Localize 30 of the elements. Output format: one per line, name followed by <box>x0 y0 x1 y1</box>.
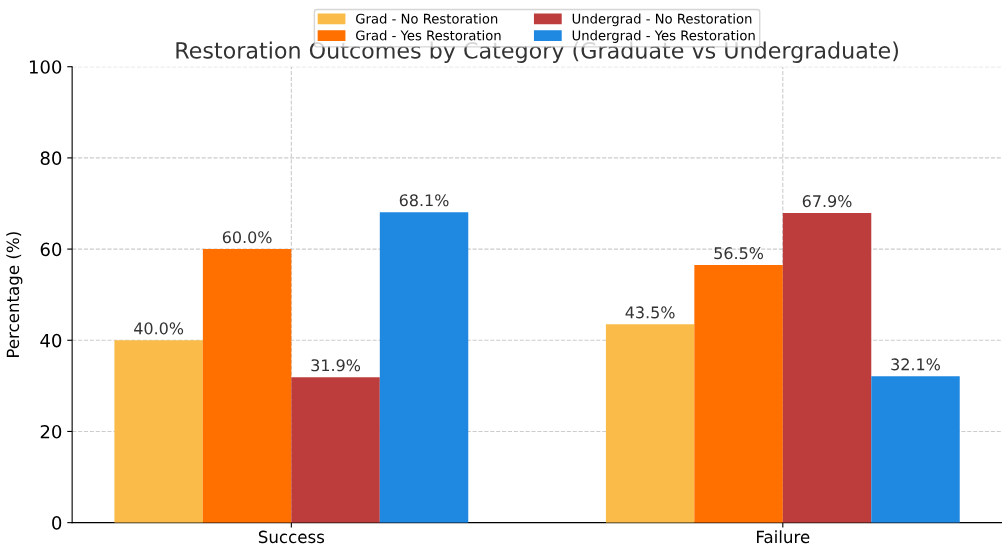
legend-label: Grad - No Restoration <box>356 13 498 24</box>
data-label: 43.5% <box>625 306 675 319</box>
bar <box>114 340 203 523</box>
data-label: 56.5% <box>714 247 764 260</box>
bar <box>871 376 960 523</box>
legend-label: Undergrad - No Restoration <box>572 13 752 27</box>
chart-title: Restoration Outcomes by Category (Graduate vs Undergraduate) <box>176 41 898 64</box>
y-tick-label: 80 <box>40 151 62 166</box>
bar <box>291 377 380 523</box>
data-label: 32.1% <box>891 358 940 371</box>
x-tick-label: Success <box>258 530 325 544</box>
bar <box>605 324 695 523</box>
legend-label: Grad - Yes Restoration <box>356 30 501 41</box>
x-tick-label: Failure <box>757 530 810 544</box>
y-tick-label: 20 <box>40 424 62 439</box>
bar <box>694 265 783 523</box>
y-tick-label: 60 <box>40 242 62 257</box>
y-tick-label: 40 <box>40 333 62 348</box>
y-axis-title: Percentage (%) <box>6 232 23 357</box>
y-tick-label: 100 <box>29 60 62 74</box>
data-label: 68.1% <box>399 194 449 207</box>
bar <box>782 213 872 523</box>
bar <box>202 249 292 523</box>
y-tick-label: 0 <box>52 516 62 530</box>
bar <box>379 212 469 523</box>
data-label: 60.0% <box>222 231 272 244</box>
data-label: 31.9% <box>311 359 361 372</box>
data-label: 40.0% <box>134 322 184 335</box>
data-label: 67.9% <box>802 195 852 208</box>
legend-label: Undergrad - Yes Restoration <box>572 30 755 43</box>
